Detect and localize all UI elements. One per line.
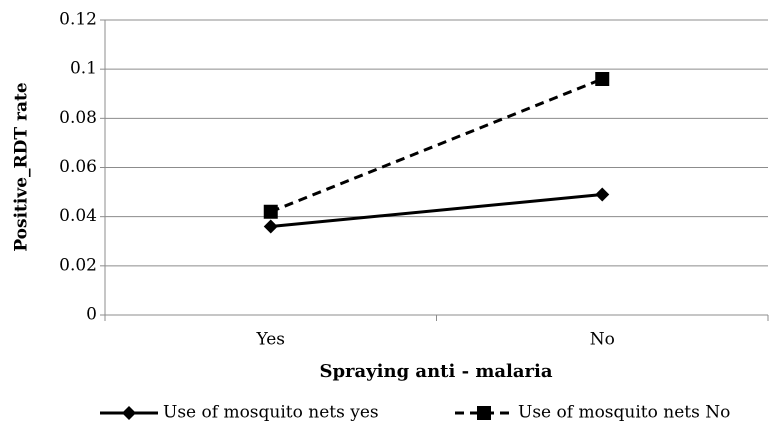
y-tick-label: 0.06 — [59, 157, 97, 177]
series-line — [270, 77, 603, 214]
x-tick-label: Yes — [255, 330, 285, 350]
y-axis-label: Positive_RDT rate — [12, 82, 32, 251]
y-tick-label: 0.1 — [70, 59, 97, 79]
y-tick-label: 0.02 — [59, 255, 97, 275]
point — [595, 187, 610, 202]
y-tick-label: 0 — [86, 305, 97, 325]
point — [263, 219, 278, 234]
legend-marker — [477, 406, 491, 420]
y-tick-label: 0.08 — [59, 108, 97, 128]
legend-marker — [122, 406, 136, 420]
point — [263, 204, 278, 219]
point — [595, 72, 610, 86]
y-tick-label: 0.12 — [59, 10, 97, 30]
x-axis-label: Spraying anti - malaria — [319, 361, 552, 382]
series-line — [270, 193, 603, 228]
x-tick-label: No — [590, 330, 615, 350]
legend-label: Use of mosquito nets yes — [163, 403, 379, 423]
y-tick-label: 0.04 — [59, 206, 97, 226]
legend-label: Use of mosquito nets No — [518, 403, 730, 423]
